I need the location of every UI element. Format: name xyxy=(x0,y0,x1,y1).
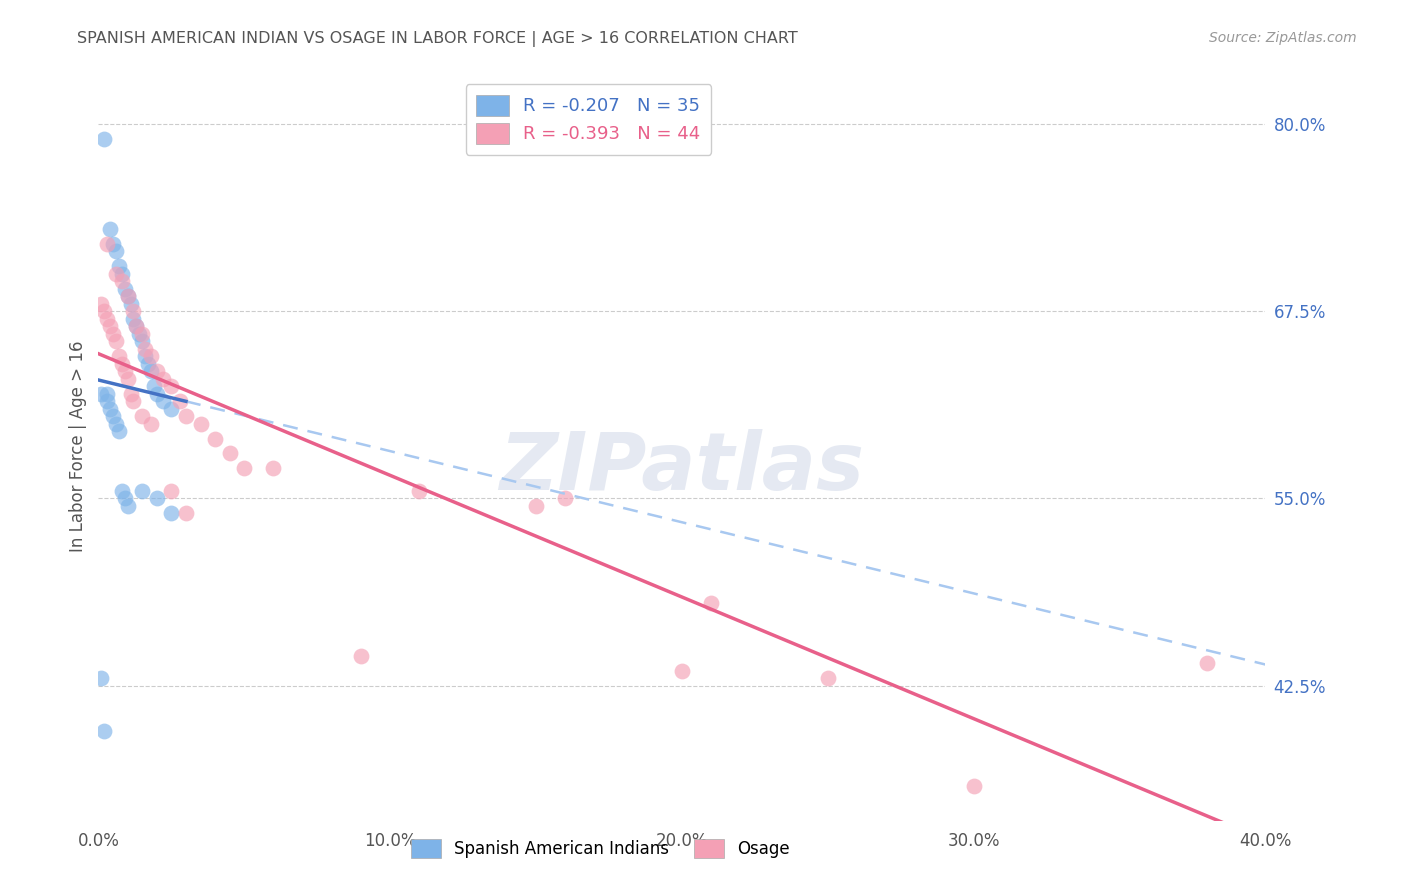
Point xyxy=(190,417,212,431)
Point xyxy=(146,386,169,401)
Point xyxy=(122,304,145,318)
Point xyxy=(114,491,136,506)
Point xyxy=(139,349,162,363)
Point xyxy=(96,394,118,409)
Point xyxy=(117,289,139,303)
Point xyxy=(117,289,139,303)
Legend: Spanish American Indians, Osage: Spanish American Indians, Osage xyxy=(404,832,797,864)
Point xyxy=(108,259,131,273)
Point xyxy=(90,296,112,310)
Point xyxy=(169,394,191,409)
Y-axis label: In Labor Force | Age > 16: In Labor Force | Age > 16 xyxy=(69,340,87,552)
Point xyxy=(93,723,115,738)
Text: SPANISH AMERICAN INDIAN VS OSAGE IN LABOR FORCE | AGE > 16 CORRELATION CHART: SPANISH AMERICAN INDIAN VS OSAGE IN LABO… xyxy=(77,31,799,47)
Point xyxy=(122,311,145,326)
Point xyxy=(114,364,136,378)
Point xyxy=(96,236,118,251)
Point xyxy=(160,483,183,498)
Point xyxy=(136,357,159,371)
Point xyxy=(111,483,134,498)
Point xyxy=(101,236,124,251)
Text: ZIPatlas: ZIPatlas xyxy=(499,429,865,508)
Point xyxy=(817,671,839,685)
Point xyxy=(111,357,134,371)
Point xyxy=(131,409,153,423)
Point xyxy=(101,409,124,423)
Point xyxy=(111,274,134,288)
Point xyxy=(233,461,256,475)
Point xyxy=(134,342,156,356)
Point xyxy=(146,491,169,506)
Point xyxy=(131,334,153,348)
Point xyxy=(111,267,134,281)
Point xyxy=(160,401,183,416)
Point xyxy=(131,483,153,498)
Point xyxy=(104,267,127,281)
Point xyxy=(134,349,156,363)
Point xyxy=(104,417,127,431)
Point xyxy=(98,401,121,416)
Point xyxy=(160,507,183,521)
Point xyxy=(218,446,240,460)
Point xyxy=(120,386,142,401)
Point xyxy=(104,334,127,348)
Point xyxy=(262,461,284,475)
Point xyxy=(700,596,723,610)
Point xyxy=(117,499,139,513)
Point xyxy=(142,379,165,393)
Point xyxy=(114,282,136,296)
Point xyxy=(139,417,162,431)
Point xyxy=(125,319,148,334)
Text: Source: ZipAtlas.com: Source: ZipAtlas.com xyxy=(1209,31,1357,45)
Point xyxy=(98,221,121,235)
Point xyxy=(174,507,197,521)
Point xyxy=(108,349,131,363)
Point xyxy=(93,132,115,146)
Point xyxy=(104,244,127,259)
Point xyxy=(120,296,142,310)
Point xyxy=(90,386,112,401)
Point xyxy=(98,319,121,334)
Point xyxy=(350,648,373,663)
Point xyxy=(96,386,118,401)
Point xyxy=(408,483,430,498)
Point xyxy=(117,371,139,385)
Point xyxy=(96,311,118,326)
Point xyxy=(152,394,174,409)
Point xyxy=(101,326,124,341)
Point xyxy=(90,671,112,685)
Point xyxy=(524,499,547,513)
Point xyxy=(122,394,145,409)
Point xyxy=(108,424,131,438)
Point xyxy=(671,664,693,678)
Point xyxy=(152,371,174,385)
Point xyxy=(139,364,162,378)
Point xyxy=(146,364,169,378)
Point xyxy=(962,779,984,793)
Point xyxy=(160,379,183,393)
Point xyxy=(554,491,576,506)
Point xyxy=(204,432,226,446)
Point xyxy=(125,319,148,334)
Point xyxy=(1195,657,1218,671)
Point xyxy=(174,409,197,423)
Point xyxy=(128,326,150,341)
Point xyxy=(93,304,115,318)
Point xyxy=(131,326,153,341)
